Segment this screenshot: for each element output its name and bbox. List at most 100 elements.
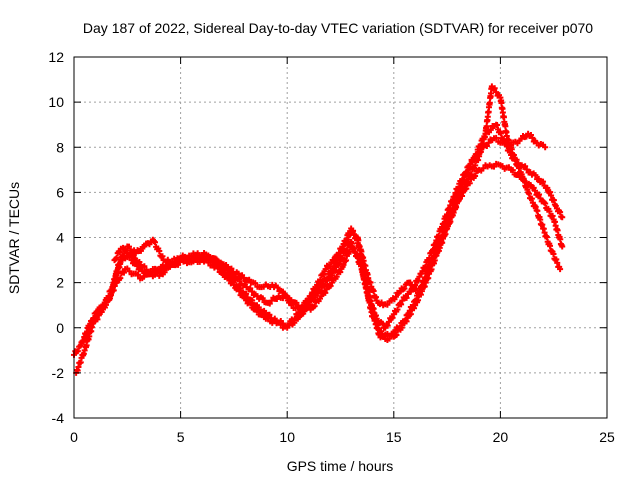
data-points	[71, 83, 566, 376]
y-tick-label: 8	[56, 139, 64, 155]
data-point	[508, 152, 515, 159]
data-point	[240, 291, 247, 298]
data-point	[265, 314, 272, 321]
data-point	[402, 316, 409, 323]
data-point	[331, 257, 338, 264]
data-point	[266, 311, 273, 318]
data-point	[126, 268, 133, 275]
data-point	[467, 160, 474, 167]
data-point	[549, 212, 556, 219]
data-point	[406, 307, 413, 314]
data-point	[98, 308, 105, 315]
data-point	[224, 273, 231, 280]
data-point	[149, 268, 156, 275]
data-point	[203, 253, 210, 260]
x-tick-label: 15	[386, 429, 402, 445]
y-tick-label: -4	[52, 410, 65, 426]
data-point	[132, 250, 139, 257]
data-point	[253, 307, 260, 314]
data-point	[337, 269, 344, 276]
chart-title: Day 187 of 2022, Sidereal Day-to-day VTE…	[83, 20, 593, 36]
data-point	[470, 156, 477, 163]
data-point	[156, 247, 163, 254]
x-tick-label: 0	[70, 429, 78, 445]
data-point	[90, 315, 97, 322]
data-point	[506, 147, 513, 154]
data-point	[277, 321, 284, 328]
y-tick-label: 2	[56, 275, 64, 291]
data-point	[529, 134, 536, 141]
data-point	[416, 273, 423, 280]
data-point	[74, 348, 81, 355]
data-point	[225, 266, 232, 273]
data-point	[229, 270, 236, 277]
y-tick-label: 10	[48, 94, 64, 110]
data-point	[317, 276, 324, 283]
data-point	[509, 167, 516, 174]
data-point	[137, 247, 144, 254]
data-point	[333, 273, 340, 280]
data-point	[261, 307, 268, 314]
data-point	[403, 294, 410, 301]
data-point	[209, 261, 216, 268]
data-point	[542, 200, 549, 207]
data-point	[140, 273, 147, 280]
data-point	[513, 156, 520, 163]
data-point	[409, 303, 416, 310]
data-point	[134, 263, 141, 270]
data-point	[466, 163, 473, 170]
data-point	[502, 140, 509, 147]
data-point	[159, 253, 166, 260]
x-tick-label: 5	[177, 429, 185, 445]
data-point	[252, 280, 259, 287]
data-point	[401, 285, 408, 292]
data-point	[559, 214, 566, 221]
data-point	[463, 168, 470, 175]
data-point	[288, 297, 295, 304]
data-point	[405, 311, 412, 318]
data-point	[384, 322, 391, 329]
y-tick-label: 6	[56, 184, 64, 200]
x-tick-label: 25	[599, 429, 615, 445]
data-point	[522, 163, 529, 170]
data-point	[249, 288, 256, 295]
data-point	[128, 257, 135, 264]
data-point	[412, 281, 419, 288]
data-point	[247, 300, 254, 307]
data-point	[493, 134, 500, 141]
data-point	[213, 256, 220, 263]
y-tick-label: 12	[48, 49, 64, 65]
data-point	[312, 285, 319, 292]
data-point	[117, 275, 124, 282]
data-point	[259, 295, 266, 302]
data-point	[384, 301, 391, 308]
data-point	[483, 143, 490, 150]
data-point	[120, 269, 127, 276]
axis-ticks: 0 5 10 15 20 25 -4 -2 0 2 4 6 8 10 12	[48, 49, 615, 445]
data-point	[379, 320, 386, 327]
data-point	[134, 271, 141, 278]
data-point	[532, 187, 539, 194]
data-point	[304, 298, 311, 305]
data-point	[311, 303, 318, 310]
data-point	[546, 208, 553, 215]
data-point	[318, 293, 325, 300]
data-point	[274, 284, 281, 291]
data-point	[243, 297, 250, 304]
data-point	[326, 263, 333, 270]
data-point	[542, 144, 549, 151]
data-point	[172, 259, 179, 266]
data-point	[220, 270, 227, 277]
data-point	[259, 310, 266, 317]
data-point	[307, 293, 314, 300]
data-point	[503, 143, 510, 150]
data-point	[236, 287, 243, 294]
data-point	[334, 252, 341, 259]
data-point	[335, 249, 342, 256]
data-point	[394, 306, 401, 313]
grid	[74, 57, 607, 418]
data-point	[396, 324, 403, 331]
data-point	[141, 263, 148, 270]
data-point	[415, 277, 422, 284]
